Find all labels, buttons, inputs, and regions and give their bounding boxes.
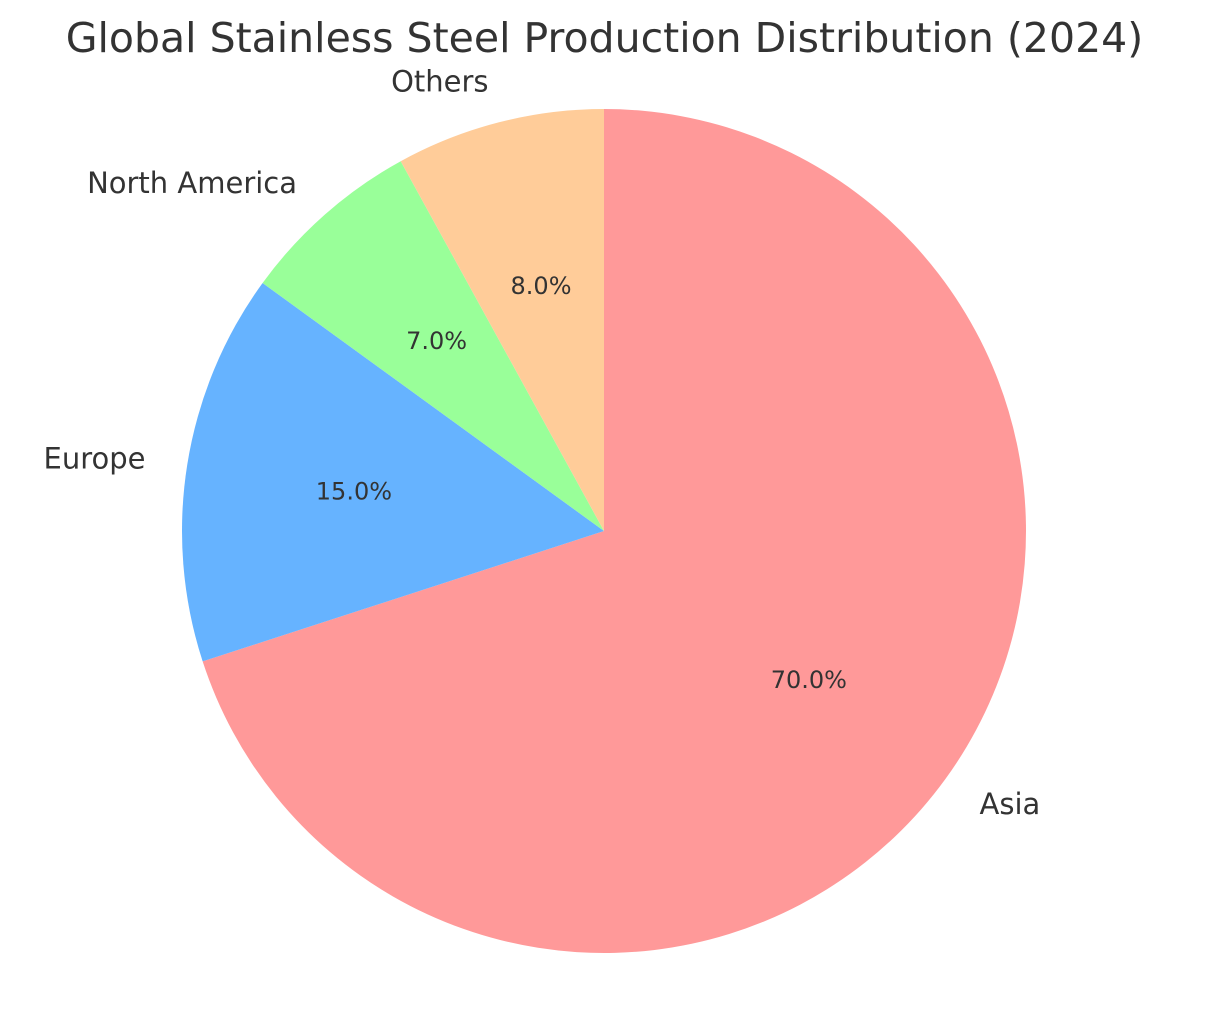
pie-percent-label-europe: 15.0% [316, 477, 392, 505]
pie-slice-europe [181, 282, 604, 662]
pie-percent-label-others: 8.0% [511, 272, 572, 300]
chart-title: Global Stainless Steel Production Distri… [65, 14, 1144, 62]
pie-slices [181, 109, 1026, 953]
pie-slice-north-america [262, 161, 604, 531]
pie-category-label-asia: Asia [980, 787, 1041, 821]
pie-labels: 70.0% Asia 15.0% Europe 7.0% North America 8.0… [44, 64, 1041, 820]
pie-category-label-europe: Europe [44, 441, 146, 475]
pie-percent-label-north-america: 7.0% [406, 327, 467, 355]
pie-slice-asia [202, 109, 1026, 953]
pie-slice-others [400, 109, 604, 531]
pie-category-label-north-america: North America [87, 166, 297, 200]
pie-percent-label-asia: 70.0% [771, 666, 847, 694]
pie-category-label-others: Others [391, 64, 488, 98]
